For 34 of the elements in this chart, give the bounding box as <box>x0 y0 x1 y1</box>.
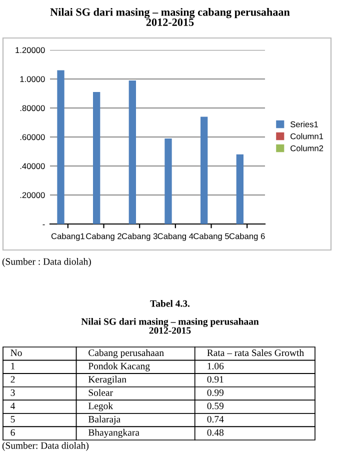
text: 6 Bhayangkara 0.48 <box>10 428 224 438</box>
x-tick-label: Cabang1 <box>51 233 84 241</box>
y-tick-label: - <box>42 224 45 226</box>
y-tick-label: .40000 <box>20 163 45 170</box>
bar <box>57 70 64 224</box>
text: Tabel 4.3. <box>150 300 190 307</box>
bar <box>200 116 208 224</box>
y-tick-label: 1.0000 <box>20 76 45 82</box>
x-tick-label: Cabang 6 <box>229 233 265 241</box>
y-tick-label: .20000 <box>20 192 45 198</box>
y-tick-label: .80000 <box>20 105 45 112</box>
y-tick-label: 1.20000 <box>16 47 45 54</box>
text: Nilai SG dari masing – masing perusahaan 2012-2015 <box>81 318 259 334</box>
x-tick-label: Cabang 3 <box>122 233 158 241</box>
text: 2 Keragilan 0.91 <box>10 376 224 385</box>
y-tick-label: .60000 <box>20 134 45 140</box>
text: 3 Solear 0.99 <box>10 389 224 396</box>
legend-label: Series1 <box>290 121 318 128</box>
bar <box>236 154 244 224</box>
x-tick-label: Cabang 2 <box>86 233 122 241</box>
text: (Sumber : Data diolah) <box>2 258 91 267</box>
bar <box>93 92 100 224</box>
bar <box>128 80 136 224</box>
chart-title: Nilai SG dari masing – masing cabang perusahaan 2012-2015 <box>50 8 290 26</box>
bar <box>164 138 172 224</box>
text: 4 Legok 0.59 <box>10 402 224 412</box>
text: 5 Balaraja 0.74 <box>10 416 224 424</box>
text: No Cabang perusahaan Rata – rata Sales Growth <box>10 349 304 358</box>
text: (Sumber: Data diolah) <box>2 442 89 451</box>
x-tick-label: Cabang 5 <box>194 233 229 241</box>
legend-label: Column1 <box>290 133 324 140</box>
legend-label: Column2 <box>290 145 324 152</box>
x-tick-label: Cabang 4 <box>158 233 194 241</box>
text: 1 Pondok Kacang 1.06 <box>11 362 224 372</box>
